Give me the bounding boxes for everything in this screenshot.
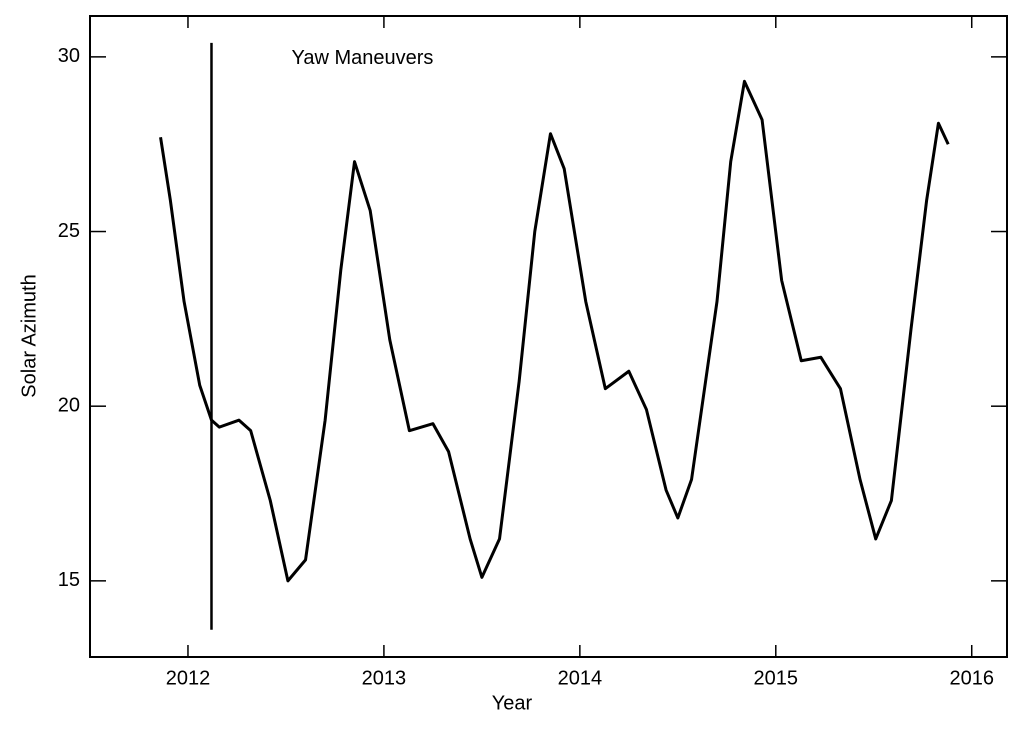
y-tick-label: 20 (58, 394, 80, 416)
x-axis-label: Year (492, 692, 533, 714)
y-tick-label: 25 (58, 220, 80, 242)
x-tick-label: 2012 (166, 667, 211, 689)
plot-frame (89, 15, 1008, 658)
data-line (159, 79, 950, 583)
y-tick-label: 30 (58, 45, 80, 67)
annotation-text: Yaw Maneuvers (291, 47, 433, 69)
y-tick-label: 15 (58, 569, 80, 591)
y-axis-label: Solar Azimuth (18, 274, 40, 397)
x-tick-label: 2015 (754, 667, 799, 689)
x-tick-label: 2013 (362, 667, 407, 689)
x-tick-label: 2014 (558, 667, 603, 689)
x-tick-label: 2016 (949, 667, 994, 689)
